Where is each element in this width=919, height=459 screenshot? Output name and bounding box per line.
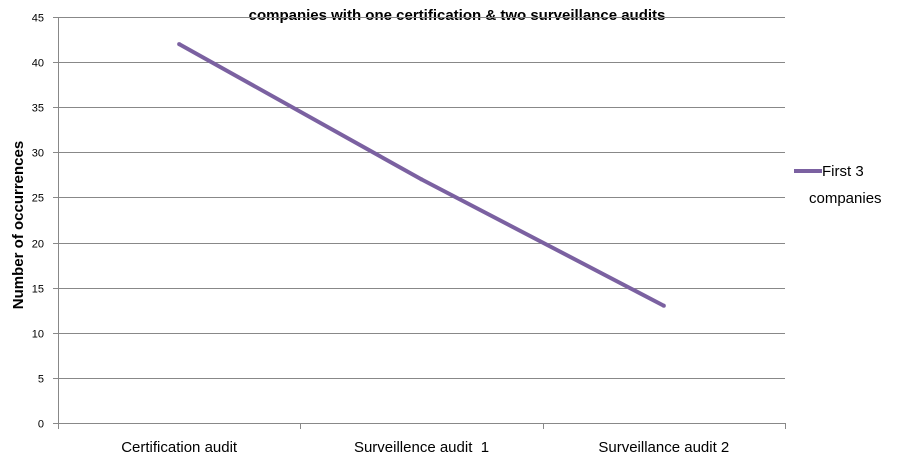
y-tick-label: 40	[32, 58, 44, 70]
y-axis-ticks: 0 5 10 15 20 25 30 35 40 45	[32, 13, 44, 431]
series-line	[178, 42, 665, 308]
x-axis-ticks: Certification audit Surveillence audit 1 S…	[121, 439, 729, 456]
axes	[53, 17, 786, 429]
x-tick-label: Surveillance audit 2	[598, 439, 729, 456]
legend-label: First 3	[822, 163, 864, 180]
data-point	[661, 303, 666, 308]
chart-title: companies with one certification & two s…	[249, 7, 666, 24]
gridlines	[58, 17, 785, 379]
data-point	[419, 177, 424, 182]
data-point	[177, 42, 182, 47]
y-axis-label: Number of occurrences	[10, 141, 27, 309]
y-tick-label: 25	[32, 193, 44, 205]
x-tick-label: Certification audit	[121, 439, 238, 456]
x-tick-label: Surveillence audit 1	[354, 439, 489, 456]
y-tick-label: 30	[32, 148, 44, 160]
y-tick-label: 10	[32, 329, 44, 341]
legend: First 3 companies	[794, 163, 882, 207]
legend-label: companies	[809, 190, 882, 207]
y-tick-label: 35	[32, 103, 44, 115]
series-lines	[177, 42, 666, 308]
y-tick-label: 45	[32, 13, 44, 25]
y-tick-label: 5	[38, 374, 44, 386]
y-tick-label: 20	[32, 239, 44, 251]
y-tick-label: 15	[32, 284, 44, 296]
y-tick-label: 0	[38, 419, 44, 431]
